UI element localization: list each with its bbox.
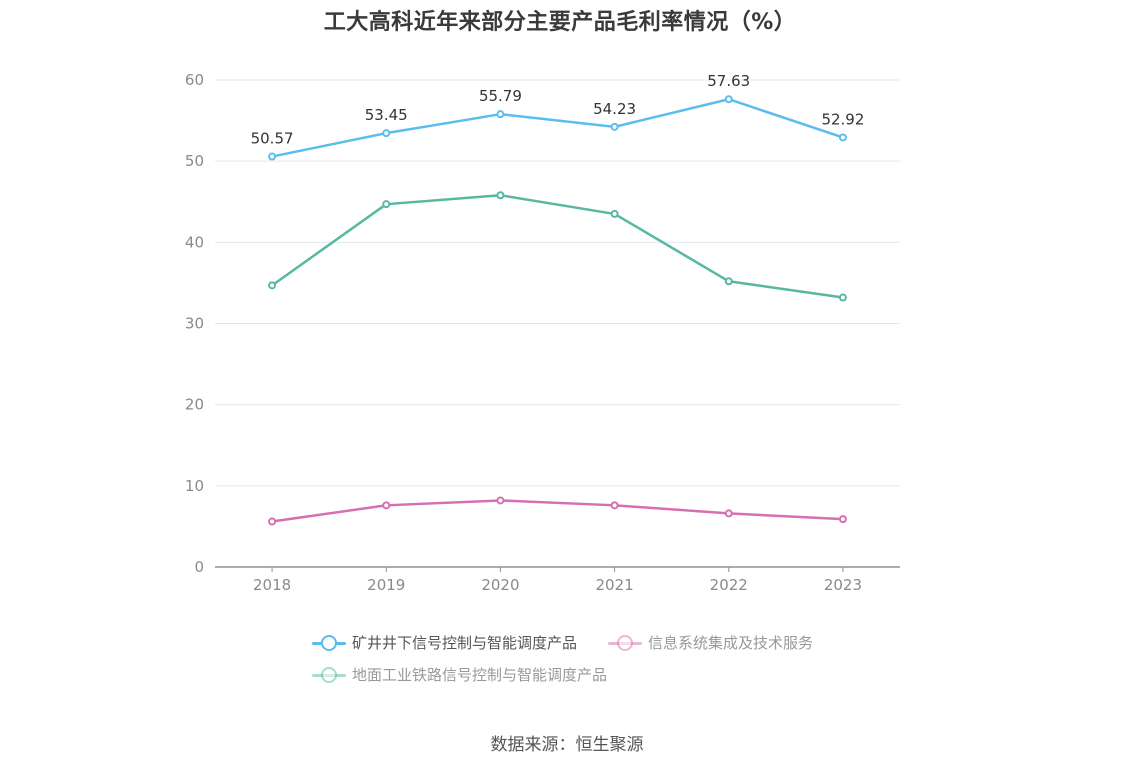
data-point	[724, 509, 733, 518]
chart-title: 工大高科近年来部分主要产品毛利率情况（%）	[323, 10, 797, 35]
data-point	[496, 191, 505, 200]
data-point	[268, 517, 277, 526]
data-source-note: 数据来源：恒生聚源	[490, 735, 644, 755]
data-point	[496, 110, 505, 119]
y-tick-label: 0	[194, 558, 204, 576]
x-tick-label: 2020	[481, 576, 519, 594]
legend-label: 地面工业铁路信号控制与智能调度产品	[352, 666, 608, 684]
y-tick-label: 60	[185, 71, 204, 89]
data-point	[382, 129, 391, 138]
data-label: 53.45	[365, 106, 408, 124]
legend-item-it-services[interactable]: 信息系统集成及技术服务	[608, 632, 813, 653]
legend-marker-icon	[312, 634, 346, 651]
data-point	[496, 496, 505, 505]
series-line	[271, 499, 843, 523]
x-tick-label: 2021	[595, 576, 633, 594]
legend-label: 信息系统集成及技术服务	[648, 634, 814, 652]
y-tick-label: 30	[185, 315, 204, 333]
data-label: 55.79	[479, 87, 522, 105]
data-label: 52.92	[821, 110, 864, 128]
data-point	[382, 501, 391, 510]
data-point	[838, 515, 847, 524]
data-point	[838, 293, 847, 302]
y-tick-label: 40	[185, 233, 204, 251]
data-point	[838, 133, 847, 142]
legend-marker-icon	[312, 666, 346, 683]
data-point	[610, 122, 619, 131]
data-label: 57.63	[707, 72, 750, 90]
data-point	[724, 95, 733, 104]
data-label: 54.23	[593, 100, 636, 118]
data-point	[610, 501, 619, 510]
data-point	[268, 152, 277, 161]
line-chart: 0 10 20 30 40 50 60 2018 2019 2020 2021 2022 2023 50.…	[185, 71, 900, 594]
series-line	[271, 97, 844, 158]
y-tick-label: 50	[185, 152, 204, 170]
legend-item-railway-signal-products[interactable]: 地面工业铁路信号控制与智能调度产品	[312, 664, 607, 685]
legend-label: 矿井井下信号控制与智能调度产品	[352, 634, 578, 652]
data-point	[610, 209, 619, 218]
data-point	[382, 200, 391, 209]
x-tick-label: 2022	[710, 576, 748, 594]
y-tick-label: 10	[185, 477, 204, 495]
data-point	[268, 281, 277, 290]
data-label: 50.57	[251, 130, 294, 148]
x-tick-label: 2018	[253, 576, 291, 594]
legend-marker-icon	[608, 634, 642, 651]
x-tick-label: 2019	[367, 576, 405, 594]
x-tick-label: 2023	[824, 576, 862, 594]
legend-item-mine-signal-products[interactable]: 矿井井下信号控制与智能调度产品	[312, 632, 577, 653]
y-tick-label: 20	[185, 396, 204, 414]
series-line	[271, 194, 844, 299]
data-point	[724, 277, 733, 286]
